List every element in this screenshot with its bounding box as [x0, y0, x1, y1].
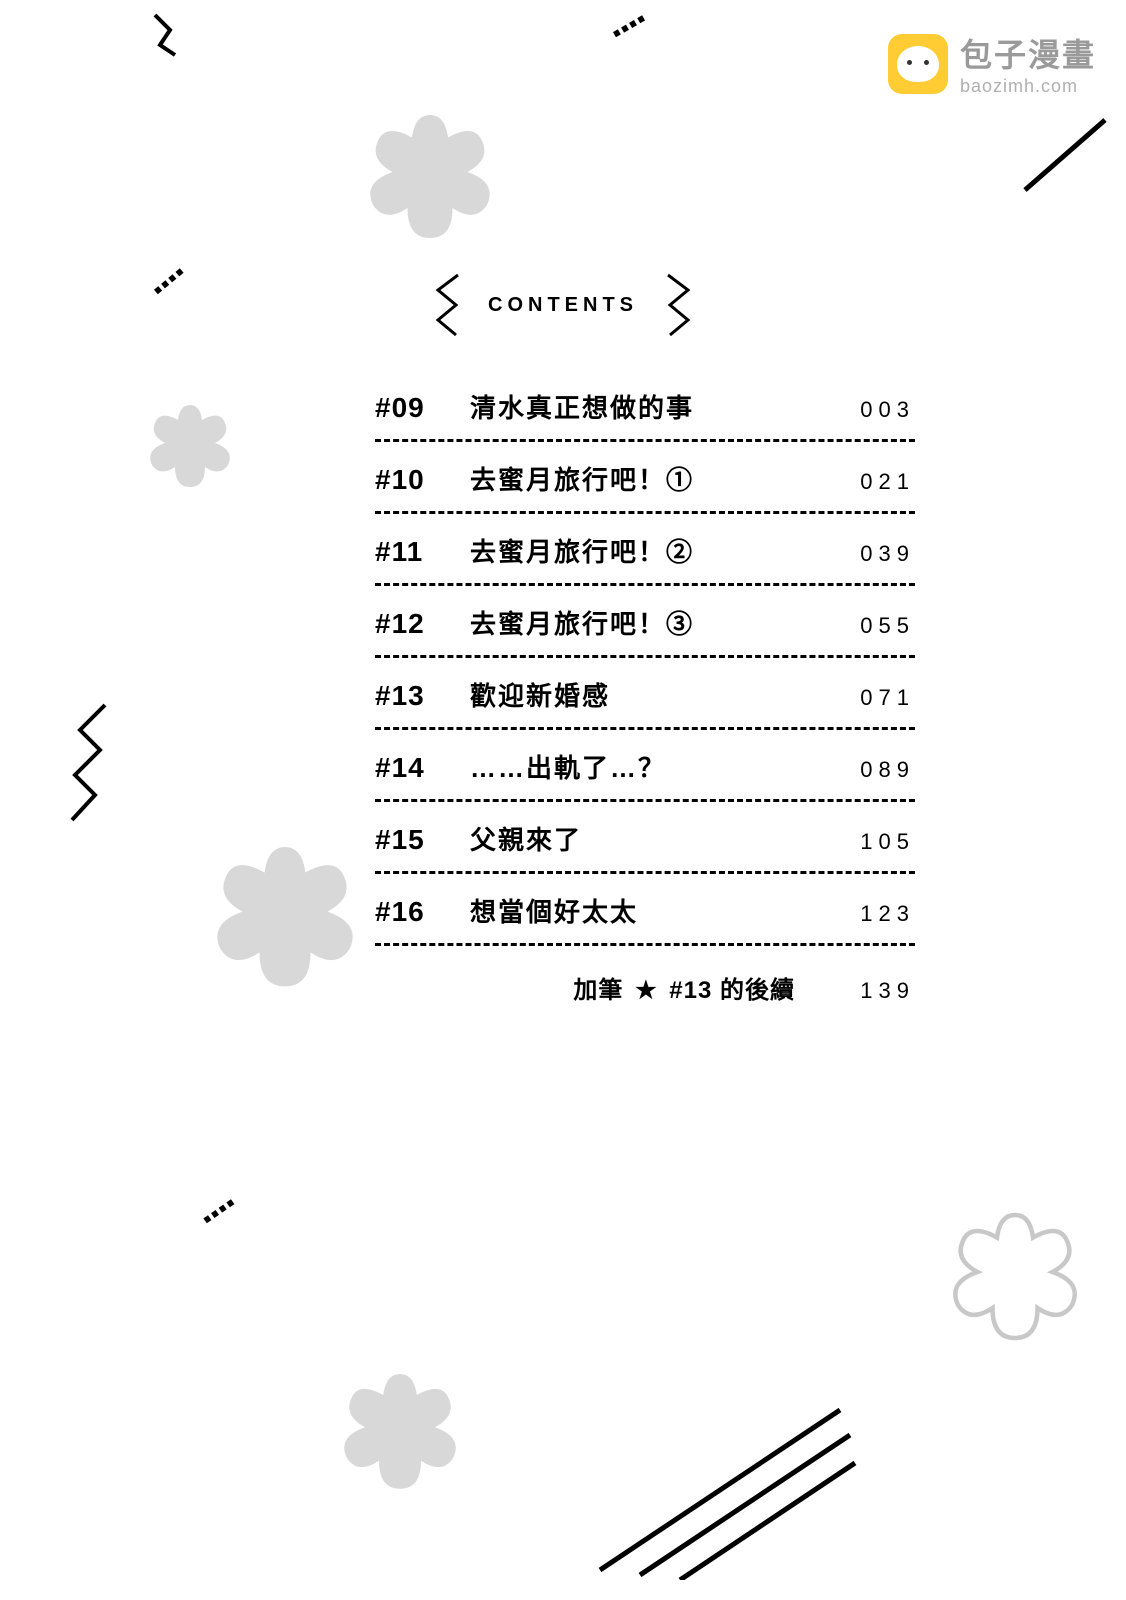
toc-page-num: 039: [835, 541, 915, 567]
toc-row: #16 想當個好太太 123: [375, 874, 915, 946]
toc-page-num: 105: [835, 829, 915, 855]
toc-page-num: 123: [835, 901, 915, 927]
toc-chapter-title: 想當個好太太: [470, 892, 835, 929]
watermark-icon: [888, 34, 948, 94]
toc-bonus-page: 139: [835, 978, 915, 1004]
toc-chapter-title: ……出軌了…？: [470, 748, 835, 785]
flower-deco-3: [200, 830, 370, 1000]
toc-chapter-title: 清水真正想做的事: [470, 388, 835, 425]
watermark-text: 包子漫畫 baozimh.com: [960, 30, 1096, 97]
watermark-title: 包子漫畫: [960, 30, 1096, 76]
toc-row: #15 父親來了 105: [375, 802, 915, 874]
toc-page-num: 003: [835, 397, 915, 423]
zigzag-left-icon: [428, 270, 468, 340]
toc-page-num: 071: [835, 685, 915, 711]
toc-chapter-title: 去蜜月旅行吧！①: [470, 460, 835, 497]
toc-page-num: 089: [835, 757, 915, 783]
contents-header: CONTENTS: [428, 270, 698, 340]
bonus-prefix: 加筆: [573, 977, 623, 1004]
toc-row: #10 去蜜月旅行吧！① 021: [375, 442, 915, 514]
toc-chapter-num: #15: [375, 824, 470, 856]
bonus-suffix: 的後續: [720, 977, 795, 1004]
toc-chapter-title: 去蜜月旅行吧！③: [470, 604, 835, 641]
toc-chapter-num: #10: [375, 464, 470, 496]
toc-chapter-title: 去蜜月旅行吧！②: [470, 532, 835, 569]
toc-row: #13 歡迎新婚感 071: [375, 658, 915, 730]
toc-row: #09 清水真正想做的事 003: [375, 370, 915, 442]
watermark: 包子漫畫 baozimh.com: [888, 30, 1096, 97]
watermark-url: baozimh.com: [960, 76, 1096, 97]
flower-deco-2: [140, 395, 240, 495]
toc-page-num: 055: [835, 613, 915, 639]
toc-chapter-num: #12: [375, 608, 470, 640]
diag-lines-2: [580, 1380, 860, 1580]
zigzag-deco-2: [60, 700, 130, 830]
toc-chapter-title: 歡迎新婚感: [470, 676, 835, 713]
toc-chapter-num: #13: [375, 680, 470, 712]
toc-bonus-row: 加筆 ★ #13 的後續 139: [375, 946, 915, 1005]
toc-row: #12 去蜜月旅行吧！③ 055: [375, 586, 915, 658]
flower-deco-4: [330, 1360, 470, 1500]
flower-deco-1: [355, 100, 505, 250]
table-of-contents: #09 清水真正想做的事 003 #10 去蜜月旅行吧！① 021 #11 去蜜…: [375, 370, 915, 1005]
bonus-num: #13: [669, 977, 712, 1004]
zigzag-right-icon: [658, 270, 698, 340]
toc-bonus-label: 加筆 ★ #13 的後續: [573, 970, 795, 1005]
bun-icon: [897, 46, 939, 82]
toc-chapter-num: #11: [375, 536, 470, 568]
toc-chapter-num: #16: [375, 896, 470, 928]
dots-deco-3: ····: [190, 1183, 246, 1241]
diag-lines-1: [1010, 110, 1120, 200]
zigzag-deco-1: [150, 5, 230, 65]
toc-chapter-num: #09: [375, 392, 470, 424]
toc-chapter-num: #14: [375, 752, 470, 784]
toc-chapter-title: 父親來了: [470, 820, 835, 857]
contents-title: CONTENTS: [488, 294, 638, 317]
flower-outline-1: [940, 1200, 1090, 1350]
toc-row: #11 去蜜月旅行吧！② 039: [375, 514, 915, 586]
toc-page-num: 021: [835, 469, 915, 495]
dots-deco-1: ····: [601, 0, 656, 56]
dots-deco-2: ····: [140, 253, 197, 311]
star-icon: ★: [635, 976, 658, 1005]
toc-row: #14 ……出軌了…？ 089: [375, 730, 915, 802]
